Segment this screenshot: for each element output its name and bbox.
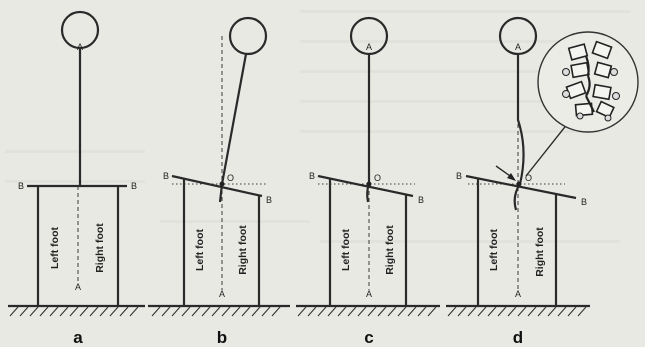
panel-d: A O B B [446,16,639,347]
pivot-point [516,181,522,187]
bar-label-right: B [131,181,137,191]
right-foot-label: Right foot [534,227,546,277]
head-circle [228,16,268,56]
panel-label-d: d [513,328,523,347]
ground-hatching [447,306,587,317]
ground-hatching [151,306,281,317]
magnified-vertebrae-icon [537,31,639,133]
point-a-top: A [515,42,521,52]
bar-label-right: B [266,195,272,205]
bar-label-left: B [456,171,462,181]
panel-a: A B B Left foot Right foot A a [8,10,145,347]
background-text-texture [5,10,630,243]
pelvis-bar [465,174,577,200]
pelvis-bar [317,174,414,198]
bar-label-left: B [309,171,315,181]
pivot-label: O [374,173,381,183]
left-foot-label: Left foot [194,229,206,271]
pivot-point [219,181,225,187]
point-a-bottom: A [75,282,81,292]
right-foot-label: Right foot [94,223,106,273]
pivot-label: O [227,173,234,183]
right-foot-label: Right foot [384,225,396,275]
arrow-icon [495,165,516,181]
left-foot-label: Left foot [49,227,61,269]
panel-b: O B B Left foot Right foot A b [148,16,290,347]
spine-line [220,53,248,185]
pivot-label: O [525,173,532,183]
right-foot-label: Right foot [237,225,249,275]
pivot-point [366,181,372,187]
left-foot-label: Left foot [488,229,500,271]
panel-label-a: a [73,328,83,347]
point-a-top: A [366,42,372,52]
ground-hatching [9,306,139,317]
leader-line [525,117,573,177]
point-a-bottom: A [515,289,521,299]
bar-label-left: B [163,171,169,181]
panel-c: A O B B Left foot Right foot A [296,16,440,347]
point-a-top: A [77,42,83,52]
pelvis-bar [171,174,263,198]
bar-label-right: B [581,197,587,207]
point-a-bottom: A [366,289,372,299]
left-foot-label: Left foot [340,229,352,271]
point-a-bottom: A [219,289,225,299]
bar-label-right: B [418,195,424,205]
panel-label-c: c [364,328,373,347]
bar-label-left: B [18,181,24,191]
panel-label-b: b [217,328,227,347]
ground-hatching [297,306,437,317]
